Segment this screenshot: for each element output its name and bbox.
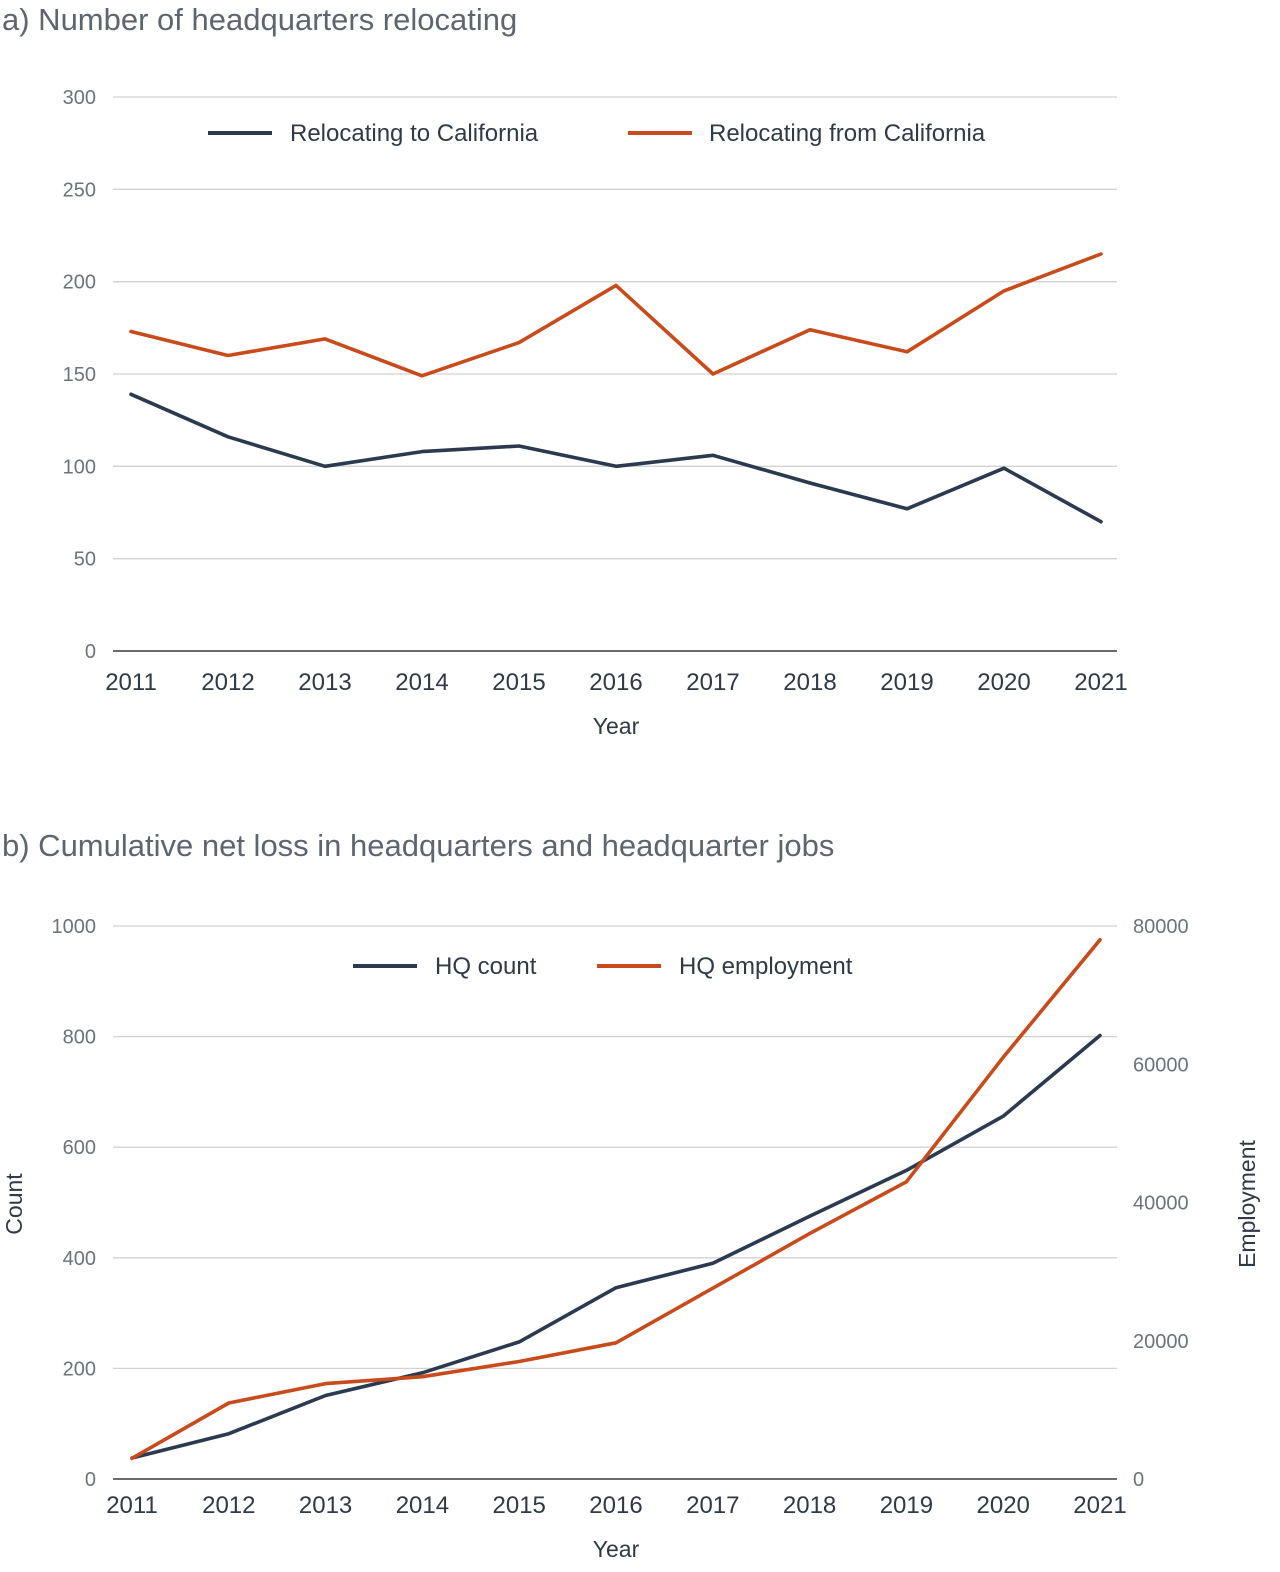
x-tick-label: 2011 [106,1492,158,1519]
x-tick-label: 2019 [880,669,933,696]
x-tick-label: 2015 [492,669,545,696]
y-tick-label: 600 [63,1137,96,1159]
x-tick-label: 2019 [880,1492,933,1519]
y2-axis-title: Employment [1234,1139,1260,1267]
y2-tick-label: 60000 [1133,1054,1189,1076]
y-tick-label: 400 [63,1248,96,1270]
chart-a-svg: 0 50 100 150 200 250 300 2011 2012 2013 2014 2015 20… [63,87,1128,739]
x-tick-label: 2021 [1073,1492,1126,1519]
y-tick-label: 1000 [52,916,97,938]
x-tick-label: 2017 [686,669,739,696]
chart-b-title: b) Cumulative net loss in headquarters a… [2,828,835,863]
x-tick-label: 2018 [783,669,836,696]
y2-tick-label: 40000 [1133,1193,1189,1215]
x-tick-label: 2012 [201,669,254,696]
x-tick-label: 2020 [977,669,1030,696]
legend-label-2: HQ employment [679,953,853,980]
x-tick-label: 2013 [299,1492,352,1519]
y-tick-label: 200 [63,272,96,294]
y2-tick-label: 80000 [1133,916,1189,938]
x-tick-label: 2016 [589,1492,642,1519]
y-tick-label: 200 [63,1358,96,1380]
x-tick-label: 2012 [202,1492,255,1519]
legend-label-2: Relocating from California [709,120,986,147]
x-axis-title: Year [593,1536,640,1562]
x-tick-label: 2014 [395,669,448,696]
y2-tick-label: 0 [1133,1469,1144,1491]
y-tick-label: 100 [63,456,96,478]
y-tick-label: 150 [63,364,96,386]
series-line-1 [129,392,1103,524]
x-tick-label: 2013 [298,669,351,696]
x-tick-label: 2011 [105,669,157,696]
y-tick-label: 800 [63,1027,96,1049]
y-axis-title: Count [1,1173,27,1235]
x-tick-label: 2021 [1074,669,1127,696]
y-tick-label: 250 [63,179,96,201]
y-tick-label: 0 [85,641,96,663]
x-tick-label: 2015 [493,1492,546,1519]
x-axis-title: Year [593,713,640,739]
legend-label-1: HQ count [435,953,537,980]
x-tick-label: 2018 [783,1492,836,1519]
x-tick-label: 2017 [686,1492,739,1519]
y-tick-label: 50 [74,549,96,571]
x-tick-label: 2016 [589,669,642,696]
y2-tick-label: 20000 [1133,1331,1189,1353]
series-line-2 [129,252,1103,378]
chart-a-title: a) Number of headquarters relocating [2,2,518,37]
series-line-1 [130,1033,1102,1460]
x-tick-label: 2014 [396,1492,449,1519]
y-tick-label: 0 [85,1469,96,1491]
x-tick-label: 2020 [977,1492,1030,1519]
legend-label-1: Relocating to California [290,120,539,147]
y-tick-label: 300 [63,87,96,109]
series-line-2 [130,937,1102,1461]
